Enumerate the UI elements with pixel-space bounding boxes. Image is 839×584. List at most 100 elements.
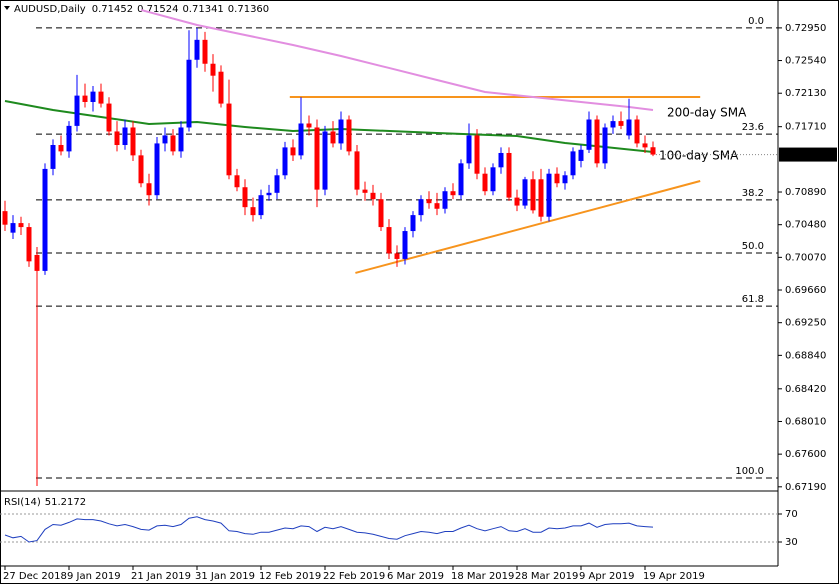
candle-body bbox=[186, 59, 192, 128]
candle-body bbox=[538, 179, 544, 217]
trendline bbox=[355, 180, 701, 274]
y-tick-label: 0.68010 bbox=[785, 416, 826, 427]
y-tick-label: 0.70890 bbox=[785, 187, 826, 198]
candle-body bbox=[618, 121, 624, 126]
candle-body bbox=[50, 145, 56, 169]
rsi-header: RSI(14) 51.2172 bbox=[4, 497, 86, 508]
x-tick-label: 22 Feb 2019 bbox=[323, 571, 385, 582]
fib-label: 50.0 bbox=[742, 241, 764, 252]
candle-body bbox=[218, 71, 224, 104]
candle-body bbox=[466, 135, 472, 164]
candle-body bbox=[434, 203, 440, 209]
candle-body bbox=[594, 119, 600, 164]
candle-body bbox=[82, 95, 88, 102]
x-tick-label: 31 Jan 2019 bbox=[195, 571, 255, 582]
candle-body bbox=[530, 179, 536, 211]
fib-label: 100.0 bbox=[735, 466, 764, 477]
candle-body bbox=[274, 175, 280, 193]
sma-line bbox=[140, 8, 654, 112]
candle-body bbox=[290, 147, 296, 156]
candle-body bbox=[90, 91, 96, 102]
fib-label: 0.0 bbox=[748, 16, 764, 27]
rsi-title: RSI(14) bbox=[4, 497, 41, 508]
candle-body bbox=[626, 119, 632, 136]
candle-body bbox=[354, 151, 360, 190]
candle-body bbox=[458, 163, 464, 196]
candle-body bbox=[2, 211, 8, 225]
candle-body bbox=[18, 223, 24, 228]
x-tick-label: 12 Feb 2019 bbox=[259, 571, 321, 582]
candle-body bbox=[226, 103, 232, 176]
candle-body bbox=[258, 195, 264, 216]
candle-body bbox=[450, 191, 456, 196]
candle-body bbox=[386, 227, 392, 254]
candle-body bbox=[322, 131, 328, 190]
y-tick-label: 0.68420 bbox=[785, 384, 826, 395]
candle-body bbox=[194, 39, 200, 60]
candle-body bbox=[10, 223, 16, 233]
candle-body bbox=[346, 119, 352, 152]
rsi-last: 51.2172 bbox=[45, 497, 86, 508]
fib-label: 23.6 bbox=[742, 122, 764, 133]
header-icon bbox=[4, 6, 10, 10]
candle-body bbox=[514, 197, 520, 206]
candle-body bbox=[482, 173, 488, 192]
candle-body bbox=[250, 207, 256, 216]
sma-label: 200-day SMA bbox=[667, 106, 747, 120]
candle-body bbox=[562, 175, 568, 184]
candle-body bbox=[634, 119, 640, 144]
candle-body bbox=[490, 167, 496, 192]
x-tick-label: 19 Apr 2019 bbox=[643, 571, 705, 582]
x-tick-label: 9 Apr 2019 bbox=[579, 571, 634, 582]
candle-body bbox=[282, 147, 288, 176]
candle-body bbox=[394, 253, 400, 259]
candle-body bbox=[578, 149, 584, 161]
candle-body bbox=[474, 135, 480, 174]
y-tick-label: 0.72130 bbox=[785, 88, 826, 99]
candle-body bbox=[498, 152, 504, 168]
y-tick-label: 0.69660 bbox=[785, 285, 826, 296]
x-tick-label: 9 Jan 2019 bbox=[67, 571, 121, 582]
candle-body bbox=[266, 192, 272, 196]
candle-body bbox=[210, 63, 216, 76]
candle-body bbox=[138, 155, 144, 184]
quote: 0.71452 bbox=[92, 4, 133, 15]
candle-body bbox=[610, 121, 616, 128]
candle-body bbox=[66, 125, 72, 152]
candle-body bbox=[42, 168, 48, 271]
x-tick-label: 27 Dec 2018 bbox=[3, 571, 67, 582]
candle-body bbox=[586, 119, 592, 150]
current-price-box bbox=[779, 147, 837, 162]
rsi-tick-label: 70 bbox=[785, 509, 798, 520]
rsi-tick-label: 30 bbox=[785, 537, 798, 548]
quote: 0.71341 bbox=[182, 4, 223, 15]
candle-body bbox=[506, 152, 512, 198]
y-tick-label: 0.68840 bbox=[785, 350, 826, 361]
candle-body bbox=[570, 151, 576, 176]
candle-body bbox=[146, 183, 152, 196]
candle-body bbox=[650, 147, 656, 155]
candle-body bbox=[362, 189, 368, 193]
x-tick-label: 18 Mar 2019 bbox=[451, 571, 514, 582]
y-tick-label: 0.70070 bbox=[785, 252, 826, 263]
x-tick-label: 21 Jan 2019 bbox=[131, 571, 191, 582]
y-tick-label: 0.69250 bbox=[785, 318, 826, 329]
fib-label: 61.8 bbox=[742, 294, 764, 305]
y-tick-label: 0.70480 bbox=[785, 220, 826, 231]
y-tick-label: 0.71710 bbox=[785, 122, 826, 133]
candle-body bbox=[554, 173, 560, 184]
candle-body bbox=[602, 127, 608, 164]
candle-body bbox=[402, 231, 408, 259]
candle-body bbox=[306, 123, 312, 128]
y-tick-label: 0.67190 bbox=[785, 482, 826, 493]
candle-body bbox=[418, 199, 424, 216]
candle-body bbox=[298, 123, 304, 156]
candle-body bbox=[370, 192, 376, 200]
candle-body bbox=[26, 227, 32, 262]
candle-body bbox=[242, 187, 248, 208]
candle-body bbox=[314, 127, 320, 190]
candle-body bbox=[74, 95, 80, 126]
rsi-line bbox=[4, 516, 654, 543]
